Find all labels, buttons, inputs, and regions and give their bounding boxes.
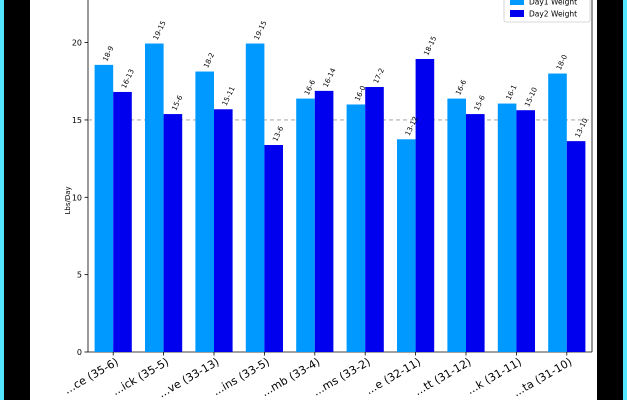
data-label: 15-11	[221, 85, 237, 107]
bar-day2	[566, 141, 586, 352]
legend-label: Day1 Weight	[529, 0, 577, 7]
data-label: 16-14	[322, 66, 338, 88]
bar-day1	[548, 73, 567, 353]
y-tick-label: 10	[72, 193, 82, 202]
data-label: 15-10	[523, 86, 539, 108]
y-tick-label: 20	[72, 39, 82, 48]
bar-day1	[296, 98, 315, 352]
bar-day2	[214, 109, 233, 353]
bars	[94, 43, 586, 353]
legend-swatch	[510, 10, 524, 17]
legend-swatch	[510, 0, 524, 5]
data-label: 15-6	[170, 94, 184, 112]
y-tick-label: 0	[77, 348, 82, 357]
y-axis-label: Lbs/Day	[64, 186, 72, 214]
data-label: 16-6	[454, 78, 468, 96]
bar-day1	[145, 43, 164, 353]
chart-panel: 0 5 10 15 20 Lbs/Day ...ce (35-6) ...ick (35-5)…	[30, 0, 597, 400]
bar-day2	[113, 91, 132, 352]
legend-label: Day2 Weight	[529, 10, 577, 19]
data-label: 16-13	[120, 68, 136, 90]
bar-day2	[264, 145, 283, 352]
legend-box	[503, 0, 591, 23]
data-label: 16-1	[505, 84, 519, 102]
bar-day1	[447, 98, 466, 352]
bar-day2	[466, 114, 485, 352]
bar-day2	[516, 110, 535, 352]
y-tick-label: 15	[72, 116, 82, 125]
bar-day1	[497, 103, 517, 352]
data-label: 17-2	[372, 67, 386, 85]
bar-day2	[163, 114, 183, 352]
data-label: 13-6	[271, 125, 285, 143]
data-label: 13-10	[574, 117, 590, 139]
data-label: 15-6	[473, 94, 487, 112]
bar-day1	[346, 104, 366, 352]
x-tick-label: ...ms (33-2)	[311, 355, 373, 398]
bar-day1	[245, 43, 265, 353]
data-label: 18-0	[555, 54, 569, 72]
data-label: 18-15	[422, 35, 438, 57]
bar-day1	[195, 71, 214, 353]
data-label: 19-15	[253, 20, 269, 42]
data-label: 19-15	[152, 20, 168, 42]
bar-day2	[314, 90, 334, 352]
legend: Day1 Weight Day2 Weight	[503, 0, 591, 23]
x-tick-label: ...tt (31-12)	[412, 355, 473, 398]
y-tick-label: 5	[77, 271, 82, 280]
bar-day1	[94, 64, 114, 352]
data-label: 18-2	[202, 52, 216, 70]
bar-day2	[365, 86, 384, 352]
data-label: 18-9	[101, 45, 115, 63]
bar-day1	[397, 139, 416, 352]
bar-day2	[415, 58, 435, 352]
